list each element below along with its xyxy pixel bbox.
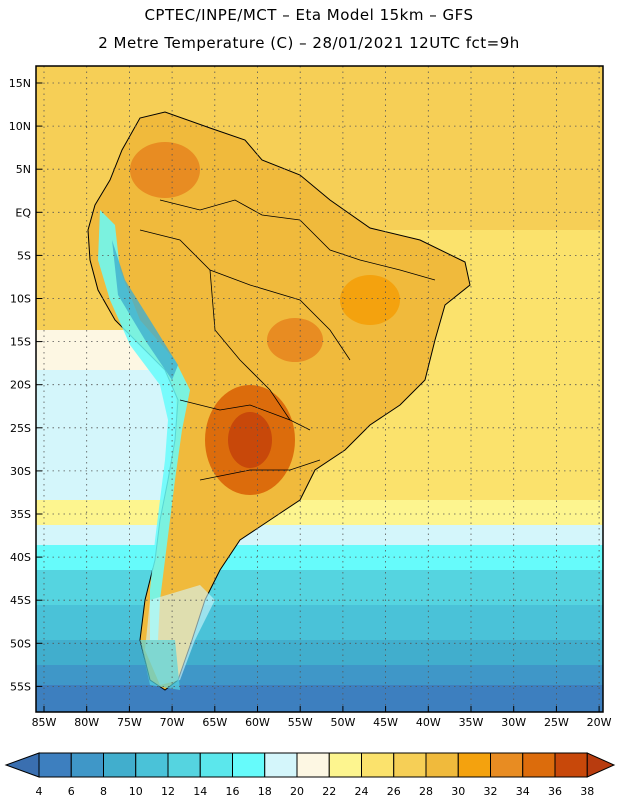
lon-label: 60W	[245, 716, 270, 729]
lat-label: 50S	[10, 637, 31, 650]
lon-label: 25W	[544, 716, 569, 729]
colorbar-tick-label: 12	[161, 785, 175, 798]
lat-label: EQ	[15, 206, 31, 219]
colorbar-box	[328, 752, 362, 778]
lat-label: 55S	[10, 680, 31, 693]
lat-label: 40S	[10, 551, 31, 564]
colorbar-box	[457, 752, 491, 778]
colorbar-arrow-left	[4, 752, 40, 778]
colorbar-tick-label: 20	[290, 785, 304, 798]
lon-label: 50W	[330, 716, 355, 729]
colorbar-tick-label: 28	[419, 785, 433, 798]
colorbar-tick-label: 18	[258, 785, 272, 798]
colorbar-box	[361, 752, 395, 778]
colorbar-box	[554, 752, 588, 778]
colorbar-tick-label: 22	[322, 785, 336, 798]
colorbar-box	[232, 752, 266, 778]
colorbar-tick-label: 36	[548, 785, 562, 798]
lat-label: 15N	[9, 77, 31, 90]
colorbar-box	[103, 752, 137, 778]
lon-label: 20W	[587, 716, 612, 729]
lat-label: 15S	[10, 336, 31, 349]
colorbar-tick-label: 24	[355, 785, 369, 798]
lat-label: 5N	[16, 163, 31, 176]
lon-label: 80W	[74, 716, 99, 729]
colorbar-box	[264, 752, 298, 778]
colorbar-tick-label: 6	[68, 785, 75, 798]
country-borders	[139, 199, 436, 481]
lat-label: 10S	[10, 293, 31, 306]
temperature-field	[36, 66, 603, 712]
colorbar-box	[522, 752, 556, 778]
colorbar-tick-label: 30	[451, 785, 465, 798]
colorbar-box	[296, 752, 330, 778]
lat-label: 30S	[10, 465, 31, 478]
lat-label: 45S	[10, 594, 31, 607]
lon-label: 35W	[459, 716, 484, 729]
colorbar-box	[135, 752, 169, 778]
colorbar-tick-label: 4	[36, 785, 43, 798]
colorbar-box	[199, 752, 233, 778]
lat-label: 5S	[17, 249, 31, 262]
colorbar-tick-label: 16	[226, 785, 240, 798]
lat-label: 35S	[10, 508, 31, 521]
colorbar-arrow-right	[586, 752, 616, 778]
colorbar-tick-label: 14	[193, 785, 207, 798]
colorbar-box	[393, 752, 427, 778]
title-line-1: CPTEC/INPE/MCT – Eta Model 15km – GFS	[144, 6, 474, 24]
colorbar-box	[70, 752, 104, 778]
lon-label: 85W	[32, 716, 57, 729]
colorbar-tick-label: 34	[516, 785, 530, 798]
lat-lon-grid	[36, 66, 603, 712]
colorbar-box	[167, 752, 201, 778]
lon-label: 40W	[416, 716, 441, 729]
lon-label: 30W	[501, 716, 526, 729]
colorbar-box	[490, 752, 524, 778]
lat-label: 25S	[10, 422, 31, 435]
map-frame	[35, 65, 604, 713]
lon-label: 65W	[202, 716, 227, 729]
latitude-labels: 15N 10N 5N EQ 5S 10S 15S 20S 25S 30S 35S 40S 45S 50S 5…	[9, 77, 42, 693]
longitude-labels: 85W 80W 75W 70W 65W 60W 55W 50W 45W 40W 35W 30W 25W 2…	[32, 706, 612, 729]
colorbar-tick-label: 38	[580, 785, 594, 798]
title-line-2: 2 Metre Temperature (C) – 28/01/2021 12U…	[98, 34, 520, 52]
andes-cold-strip	[98, 210, 190, 640]
lon-label: 45W	[373, 716, 398, 729]
colorbar-tick-label: 32	[484, 785, 498, 798]
lon-label: 70W	[160, 716, 185, 729]
lon-label: 75W	[117, 716, 142, 729]
colorbar-tick-label: 26	[387, 785, 401, 798]
colorbar-box	[38, 752, 72, 778]
colorbar: 4 6 8 10 12 14 16 18 20 22 24 26 28 30 32 34 36 38	[4, 752, 616, 798]
lat-label: 20S	[10, 379, 31, 392]
lon-label: 55W	[288, 716, 313, 729]
lat-label: 10N	[9, 120, 31, 133]
colorbar-tick-label: 8	[100, 785, 107, 798]
colorbar-tick-label: 10	[129, 785, 143, 798]
colorbar-box	[425, 752, 459, 778]
